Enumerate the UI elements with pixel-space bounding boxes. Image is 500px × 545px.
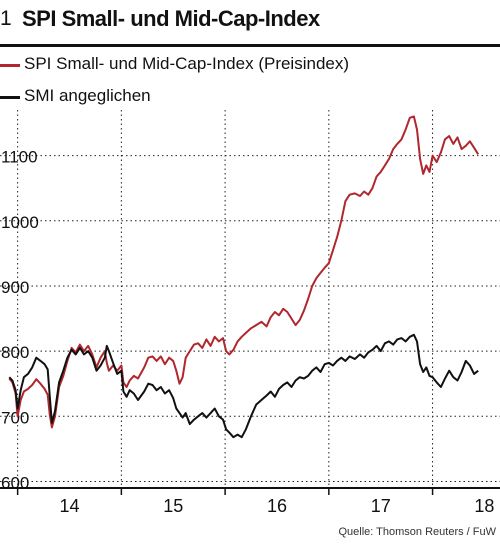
- x-tick-label: 17: [371, 496, 391, 516]
- legend-label-spi: SPI Small- und Mid-Cap-Index (Preisindex…: [24, 54, 350, 73]
- legend-label-smi: SMI angeglichen: [24, 86, 151, 105]
- legend-item-spi: SPI Small- und Mid-Cap-Index (Preisindex…: [0, 54, 500, 78]
- x-tick-label: 14: [59, 496, 79, 516]
- y-tick-label: 600: [1, 473, 29, 492]
- source-note: Quelle: Thomson Reuters / FuW: [338, 526, 496, 538]
- figure-number: 1: [0, 7, 12, 30]
- legend-swatch-smi: [0, 96, 20, 99]
- x-tick-label: 18: [474, 496, 494, 516]
- x-tick-label: 16: [267, 496, 287, 516]
- y-tick-label: 800: [1, 343, 29, 362]
- series-line-1: [8, 333, 479, 439]
- y-tick-label: 700: [1, 408, 29, 427]
- y-tick-label: 900: [1, 278, 29, 297]
- series-line-0: [8, 115, 480, 429]
- legend-swatch-spi: [0, 64, 20, 67]
- x-tick-label: 15: [163, 496, 183, 516]
- y-tick-label: 1000: [1, 213, 39, 232]
- y-tick-label: 1100: [1, 148, 38, 167]
- chart-title: SPI Small- und Mid-Cap-Index: [22, 6, 320, 31]
- title-rule: [0, 44, 500, 47]
- legend-item-smi: SMI angeglichen: [0, 86, 500, 110]
